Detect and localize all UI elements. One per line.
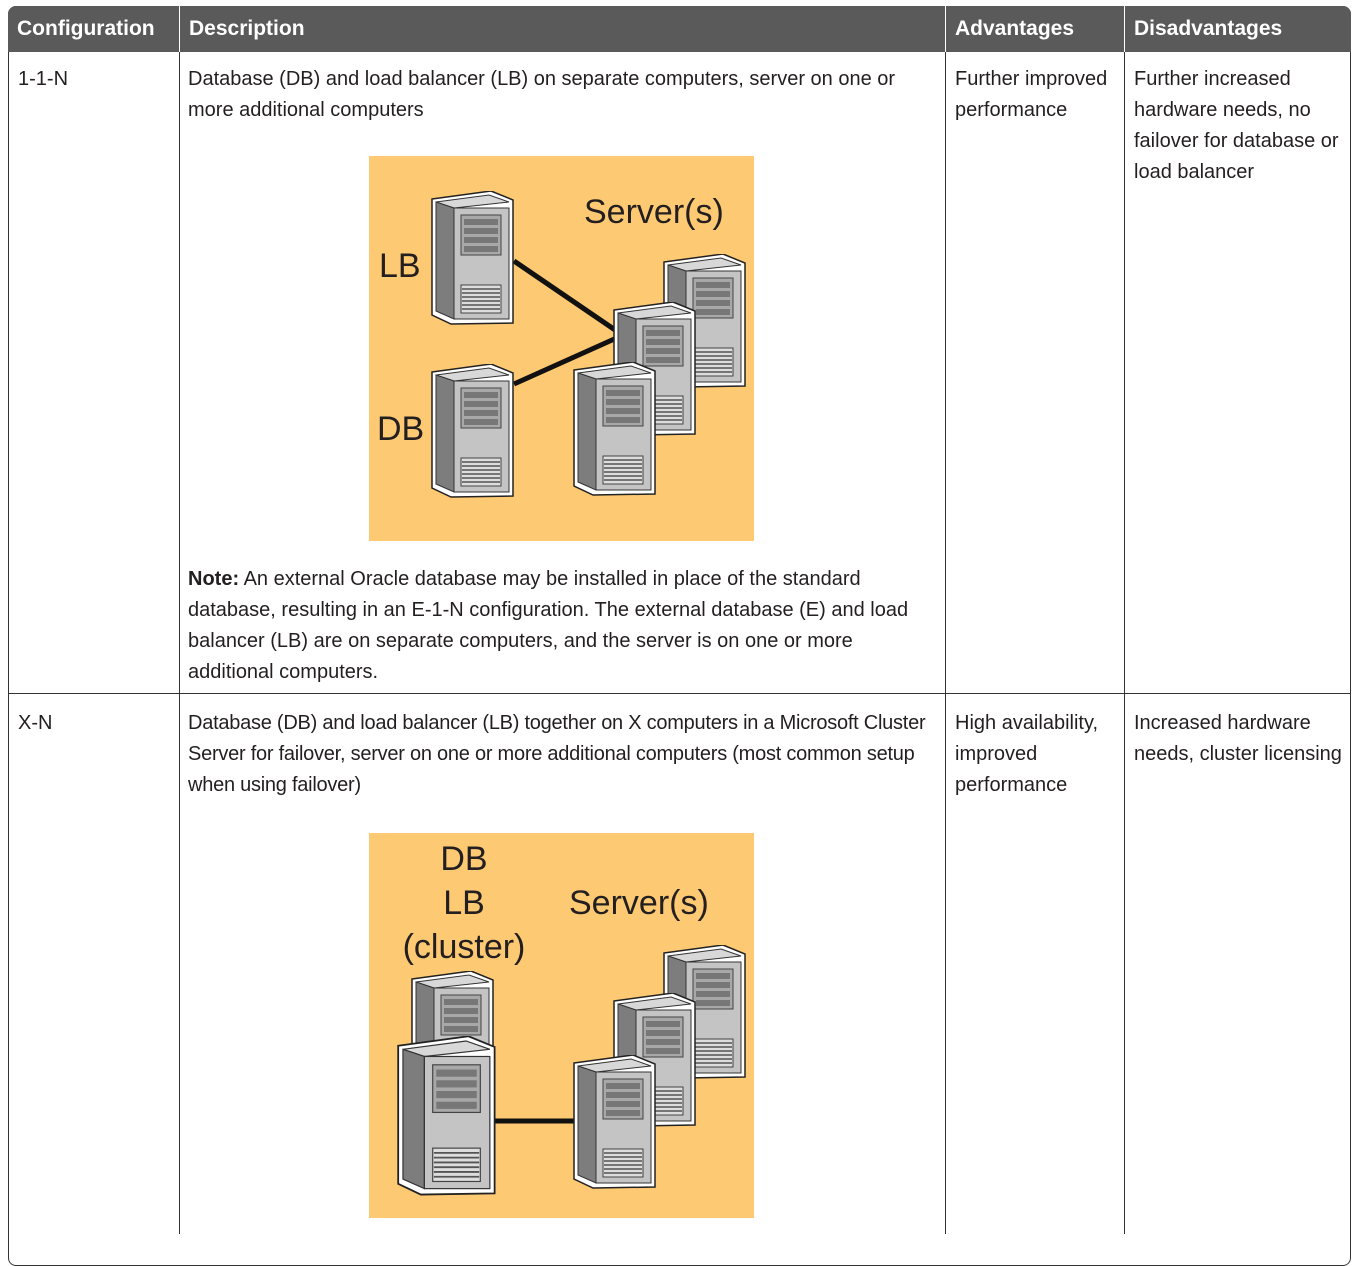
header-divider: [1124, 6, 1125, 52]
diagram-label: Server(s): [584, 193, 724, 231]
diagram-label: DB: [440, 840, 487, 878]
header-divider: [179, 6, 180, 52]
header-cell: Advantages: [946, 6, 1125, 52]
note-text: An external Oracle database may be insta…: [188, 568, 909, 683]
diagram-label: Server(s): [569, 884, 709, 922]
connector: [512, 333, 623, 387]
row-divider: [8, 693, 1351, 694]
advantages: Further improved performance: [955, 68, 1108, 121]
column-divider: [179, 52, 180, 1234]
diagram-label: DB: [377, 410, 424, 448]
server-icon: [573, 1055, 656, 1189]
advantages: High availability, improved performance: [955, 712, 1099, 796]
note-label: Note:: [188, 568, 240, 590]
header-divider: [945, 6, 946, 52]
page: Configuration Description Advantages Dis…: [8, 6, 1351, 1266]
header-cell: Configuration: [8, 6, 180, 52]
column-divider: [1124, 52, 1125, 1234]
server-icon: [431, 191, 514, 325]
configuration: X-N: [18, 712, 53, 734]
header-cell: Disadvantages: [1125, 6, 1351, 52]
description: Database (DB) and load balancer (LB) tog…: [188, 712, 926, 796]
disadvantages: Increased hardware needs, cluster licens…: [1134, 712, 1342, 765]
server-icon: [573, 362, 656, 496]
column-divider: [945, 52, 946, 1234]
header-cell: Description: [180, 6, 946, 52]
diagram-label: (cluster): [403, 928, 526, 966]
diagram-label: LB: [443, 884, 485, 922]
disadvantages: Further increased hardware needs, no fai…: [1134, 68, 1339, 183]
description: Database (DB) and load balancer (LB) on …: [188, 68, 896, 121]
diagram: DB LB (cluster) Server(s): [369, 833, 754, 1218]
configuration: 1-1-N: [18, 68, 69, 90]
server-icon: [397, 1036, 496, 1196]
diagram: LB DB Server(s): [369, 156, 754, 541]
diagram-label: LB: [379, 247, 421, 285]
note: Note: An external Oracle database may be…: [188, 564, 938, 688]
connector: [512, 258, 623, 337]
server-icon: [431, 364, 514, 498]
